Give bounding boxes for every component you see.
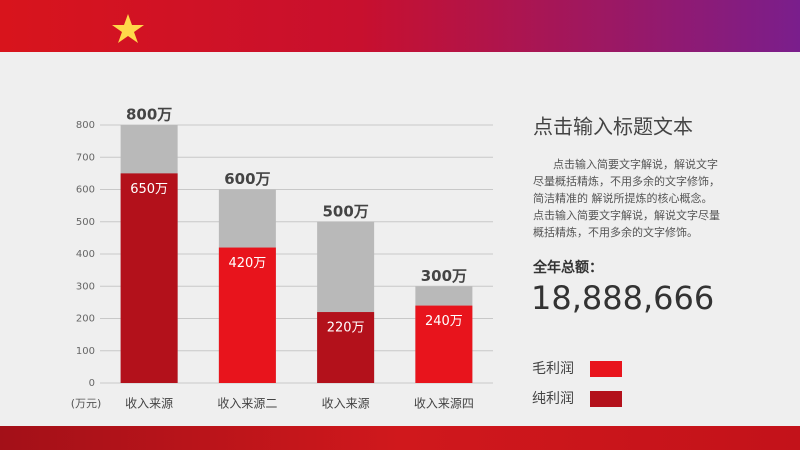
value-label: 240万 (425, 314, 463, 329)
panel-text: 点击输入简要文字解说，解说文字 (553, 157, 718, 171)
bar (317, 312, 375, 383)
y-tick-label: 400 (76, 249, 95, 260)
value-label: 800万 (126, 106, 172, 124)
value-label: 600万 (224, 170, 270, 188)
star (112, 14, 144, 43)
footer-banner (0, 426, 800, 450)
value-label: 500万 (322, 202, 368, 220)
panel-text: 点击输入简要文字解说，解说文字尽量 (533, 208, 720, 222)
y-unit: (万元) (71, 397, 102, 410)
y-tick-label: 500 (76, 217, 95, 228)
value-label: 420万 (228, 256, 266, 271)
bar (218, 247, 276, 383)
x-tick-label: 收入来源 (125, 397, 173, 411)
x-tick-label: 收入来源 (322, 397, 370, 411)
value-label: 220万 (327, 321, 365, 336)
value-label: 650万 (130, 182, 168, 197)
panel-text: 概括精炼，不用多余的文字修饰。 (533, 225, 698, 239)
panel-title: 点击输入标题文本 (533, 115, 693, 139)
x-tick-label: 收入来源四 (414, 397, 474, 411)
legend-label: 纯利润 (532, 391, 574, 407)
legend-swatch (590, 361, 622, 377)
x-tick-label: 收入来源二 (217, 397, 277, 411)
panel-text: 尽量概括精炼，不用多余的文字修饰， (533, 174, 720, 188)
y-tick-label: 300 (76, 281, 95, 292)
bar (120, 173, 178, 383)
value-label: 300万 (421, 267, 467, 285)
legend-swatch (590, 391, 622, 407)
total-value: 18,888,666 (531, 279, 714, 317)
y-tick-label: 100 (76, 346, 95, 357)
panel-text: 简洁精准的 解说所提炼的核心概念。 (533, 191, 713, 205)
y-tick-label: 600 (76, 185, 95, 196)
y-tick-label: 200 (76, 314, 95, 325)
y-tick-label: 0 (89, 378, 95, 389)
legend-label: 毛利润 (532, 361, 574, 377)
y-tick-label: 700 (76, 152, 95, 163)
y-tick-label: 800 (76, 120, 95, 131)
bar (415, 305, 473, 383)
total-label: 全年总额： (532, 259, 603, 276)
